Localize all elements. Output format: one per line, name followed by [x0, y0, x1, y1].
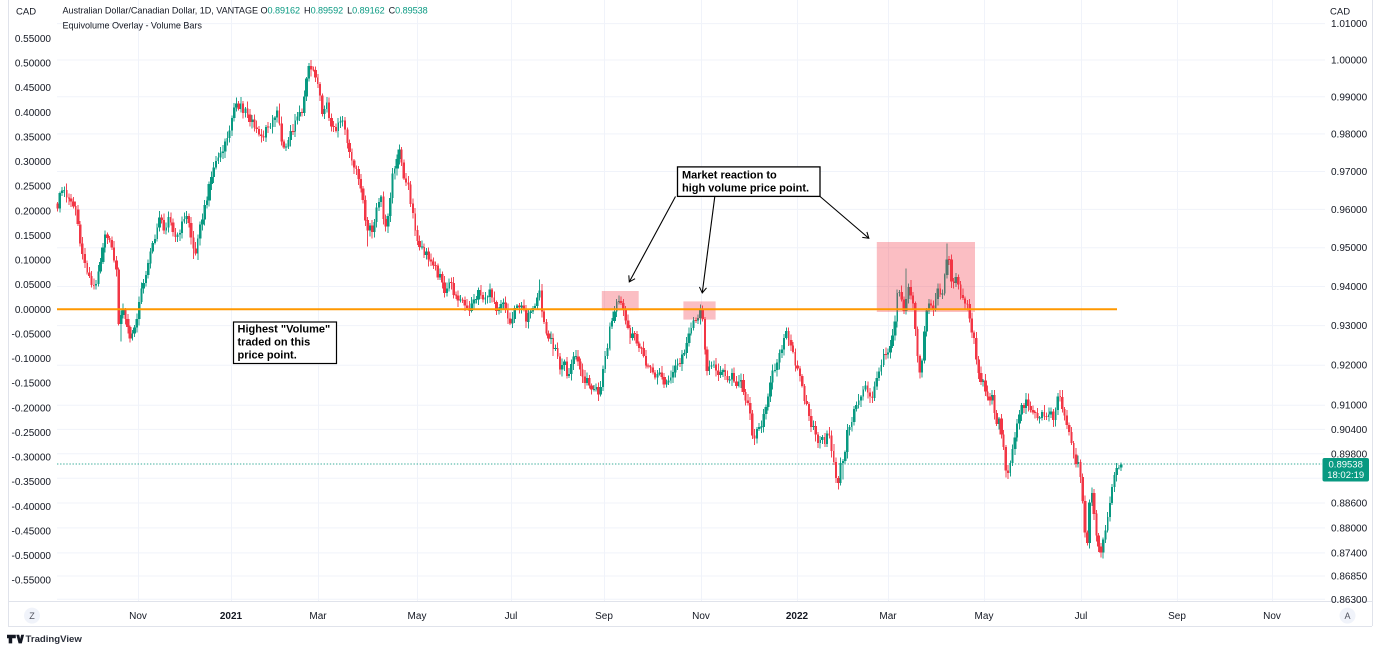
svg-text:Equivolume Overlay - Volume Ba: Equivolume Overlay - Volume Bars: [63, 21, 203, 31]
svg-text:0.15000: 0.15000: [15, 231, 52, 242]
svg-text:Sep: Sep: [595, 611, 613, 622]
svg-text:1.01000: 1.01000: [1331, 19, 1368, 30]
svg-text:high volume price point.: high volume price point.: [682, 182, 809, 194]
svg-text:-0.50000: -0.50000: [12, 551, 52, 562]
svg-text:traded on this: traded on this: [238, 337, 311, 349]
svg-text:0.86300: 0.86300: [1331, 595, 1368, 606]
svg-text:0.93000: 0.93000: [1331, 321, 1368, 332]
svg-text:0.98000: 0.98000: [1331, 129, 1368, 140]
svg-text:2021: 2021: [220, 611, 243, 622]
svg-text:2022: 2022: [786, 611, 809, 622]
svg-text:0.90400: 0.90400: [1331, 425, 1368, 436]
svg-text:0.86850: 0.86850: [1331, 572, 1368, 583]
svg-text:-0.05000: -0.05000: [12, 329, 52, 340]
svg-text:Jul: Jul: [1075, 611, 1088, 622]
svg-text:0.89800: 0.89800: [1331, 449, 1368, 460]
svg-text:CAD: CAD: [1330, 7, 1350, 18]
svg-text:1.00000: 1.00000: [1331, 56, 1368, 67]
svg-text:0.25000: 0.25000: [15, 182, 52, 193]
svg-text:0.55000: 0.55000: [15, 34, 52, 45]
svg-text:0.99000: 0.99000: [1331, 92, 1368, 103]
svg-text:Australian Dollar/Canadian Dol: Australian Dollar/Canadian Dollar, 1D, V…: [63, 6, 428, 16]
svg-text:18:02:19: 18:02:19: [1327, 470, 1364, 481]
svg-text:0.35000: 0.35000: [15, 132, 52, 143]
svg-text:-0.55000: -0.55000: [12, 576, 52, 587]
svg-text:0.10000: 0.10000: [15, 256, 52, 267]
svg-text:CAD: CAD: [16, 7, 36, 18]
svg-text:0.05000: 0.05000: [15, 280, 52, 291]
svg-text:Mar: Mar: [879, 611, 897, 622]
svg-text:-0.25000: -0.25000: [12, 428, 52, 439]
svg-text:0.91000: 0.91000: [1331, 401, 1368, 412]
svg-text:0.20000: 0.20000: [15, 206, 52, 217]
svg-text:-0.15000: -0.15000: [12, 379, 52, 390]
svg-text:0.88600: 0.88600: [1331, 499, 1368, 510]
svg-text:0.88000: 0.88000: [1331, 523, 1368, 534]
svg-text:-0.30000: -0.30000: [12, 453, 52, 464]
svg-text:0.96000: 0.96000: [1331, 205, 1368, 216]
svg-text:Jul: Jul: [505, 611, 518, 622]
svg-text:-0.40000: -0.40000: [12, 502, 52, 513]
svg-text:-0.35000: -0.35000: [12, 477, 52, 488]
svg-text:Highest "Volume": Highest "Volume": [238, 324, 331, 336]
svg-text:0.94000: 0.94000: [1331, 282, 1368, 293]
svg-text:Nov: Nov: [1263, 611, 1281, 622]
svg-text:0.50000: 0.50000: [15, 59, 52, 70]
svg-text:0.40000: 0.40000: [15, 108, 52, 119]
svg-text:Nov: Nov: [129, 611, 147, 622]
svg-text:Market reaction to: Market reaction to: [682, 169, 777, 181]
svg-text:price point.: price point.: [238, 350, 297, 362]
svg-text:-0.45000: -0.45000: [12, 526, 52, 537]
svg-text:Sep: Sep: [1168, 611, 1186, 622]
svg-text:May: May: [408, 611, 427, 622]
svg-text:0.89538: 0.89538: [1329, 460, 1363, 471]
svg-text:0.87400: 0.87400: [1331, 548, 1368, 559]
svg-text:Mar: Mar: [309, 611, 327, 622]
svg-text:0.95000: 0.95000: [1331, 243, 1368, 254]
svg-text:TradingView: TradingView: [26, 634, 83, 645]
svg-text:0.30000: 0.30000: [15, 157, 52, 168]
svg-text:Nov: Nov: [692, 611, 710, 622]
svg-text:-0.20000: -0.20000: [12, 403, 52, 414]
svg-text:0.92000: 0.92000: [1331, 361, 1368, 372]
svg-text:-0.10000: -0.10000: [12, 354, 52, 365]
svg-text:May: May: [975, 611, 994, 622]
svg-text:A: A: [1344, 611, 1350, 621]
svg-text:0.45000: 0.45000: [15, 83, 52, 94]
svg-text:Z: Z: [29, 611, 35, 621]
svg-text:0.00000: 0.00000: [15, 305, 52, 316]
svg-text:0.97000: 0.97000: [1331, 167, 1368, 178]
